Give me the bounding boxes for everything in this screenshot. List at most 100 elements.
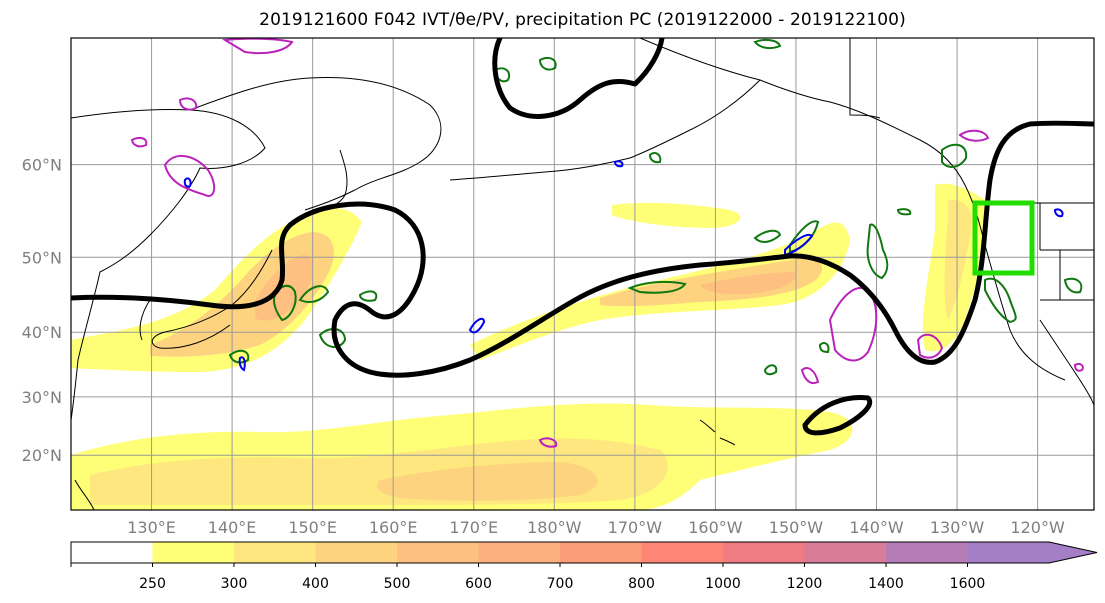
colorbar-segment [478,542,561,563]
longitude-label: 120°W [1010,518,1065,537]
longitude-label: 140°E [208,518,257,537]
target-region-box [972,200,1035,276]
coast-east-asia [71,108,266,421]
green-contour [753,229,782,243]
blue-contour [183,177,192,188]
colorbar-tick-label: 600 [465,576,492,592]
longitude-label: 130°W [930,518,985,537]
border-alaska-canada [849,38,881,119]
latitude-label: 60°N [22,156,62,175]
ivt-band-south-core [376,462,598,501]
green-contour [627,280,687,294]
ivt-band-central-inner [600,258,823,307]
green-contour [298,285,330,303]
magenta-contour [800,367,820,385]
green-contour [358,290,378,302]
colorbar-tick-label: 500 [384,576,411,592]
graticule [71,38,1094,510]
colorbar-tick-label: 800 [628,576,655,592]
map-frame [70,37,1095,511]
theta-contour-main [71,120,1094,378]
green-contour [538,57,557,71]
coast-korea [139,299,151,341]
latitude-label: 30°N [22,388,62,407]
coast-philippines [74,479,95,510]
theta-contour-loop [802,394,873,436]
blue-contour [784,234,814,257]
longitude-label: 170°E [449,518,498,537]
longitude-label: 180°W [527,518,582,537]
ivt-shading [71,183,987,510]
ivt-band-east-inner [944,199,972,320]
theta-contour-north [492,38,665,119]
green-contour [272,284,297,322]
latitude-label: 50°N [22,248,62,267]
colorbar-segment [723,542,805,563]
longitude-label: 170°W [608,518,663,537]
colorbar-segment [315,542,398,563]
green-contours [228,38,1083,376]
green-contour [941,143,968,168]
blue-contours [183,160,1064,372]
green-contour [818,342,830,354]
colorbar-segment [71,542,153,563]
colorbar-segment [560,542,642,563]
colorbar-segment [804,542,887,563]
green-contour [648,152,662,164]
green-contour [228,349,250,364]
blue-contour [1053,208,1064,218]
ivt-band-west-inner [150,232,334,357]
green-contour [763,364,778,376]
theta-contours [71,38,1094,436]
longitude-label: 130°E [127,518,176,537]
colorbar-tick-label: 1000 [705,576,741,592]
magenta-contour [221,38,294,55]
magenta-contour [178,97,198,111]
coast-alaska-peninsula [629,79,761,159]
green-contour [1063,277,1083,294]
magenta-contour [163,155,216,197]
magenta-contours [130,38,1084,448]
blue-contour [613,160,624,168]
green-contour [896,208,912,216]
longitude-label: 140°W [849,518,904,537]
magenta-contour [1073,362,1084,372]
magenta-contour [828,287,878,362]
latitude-label: 20°N [22,446,62,465]
coast-baja [1039,319,1094,406]
colorbar-extend-arrow [967,542,1097,563]
green-contour [753,38,782,50]
blue-contour [468,317,486,334]
magenta-contour [916,333,944,359]
colorbar-segment [234,542,316,563]
colorbar-tick-label: 700 [547,576,574,592]
magenta-contour [538,437,558,448]
coast-siberia-north [189,77,442,211]
colorbar-tick-label: 1600 [950,576,986,592]
longitude-label: 150°W [769,518,824,537]
green-contour [318,328,347,348]
ivt-band-north [612,202,741,228]
coast-japan [151,249,273,349]
coast-hawaii [699,419,736,446]
colorbar-segment [397,542,479,563]
map-title: 2019121600 F042 IVT/θe/PV, precipitation… [259,10,906,30]
longitude-label: 150°E [288,518,337,537]
latitude-labels: 60°N 50°N 40°N 30°N 20°N [22,156,62,466]
border-states [1039,203,1094,301]
blue-contour [238,356,246,372]
colorbar-tick-label: 1400 [868,576,904,592]
magenta-contour [958,129,990,142]
longitude-label: 160°W [688,518,743,537]
longitude-labels: 130°E 140°E 150°E 160°E 170°E 180°W 170°W 160°W… [127,518,1065,537]
map-area [71,38,1094,510]
longitude-label: 160°E [369,518,418,537]
ivt-band-central-core [700,272,796,295]
colorbar-segment [641,542,724,563]
colorbar-tick-label: 250 [139,576,166,592]
coast-aleutians [449,157,631,181]
colorbar-segment [152,542,235,563]
green-contour [984,277,1017,324]
ivt-band-west-core [255,255,314,321]
